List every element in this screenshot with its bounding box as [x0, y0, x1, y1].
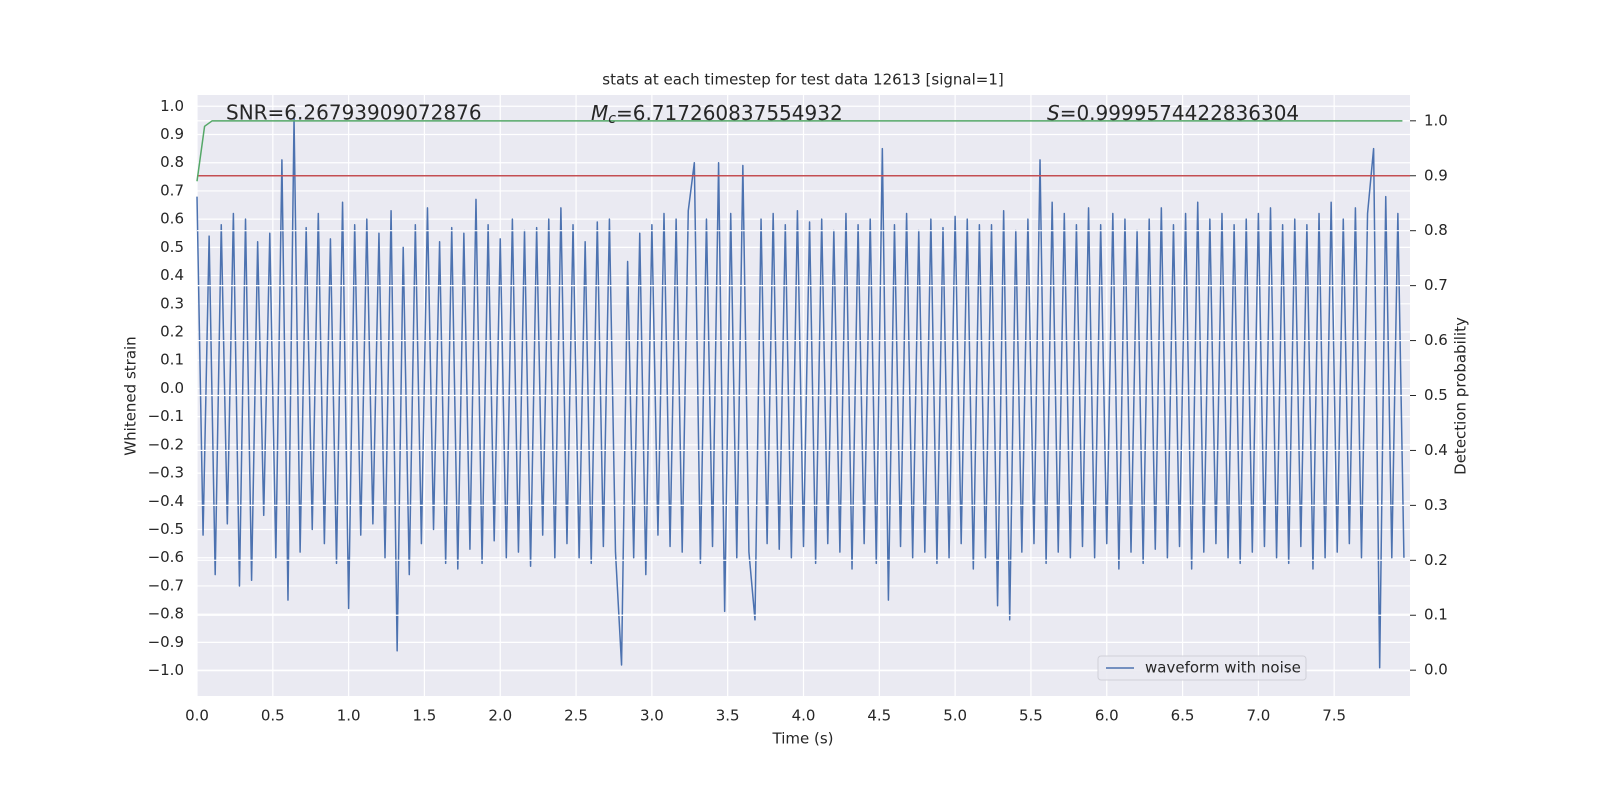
- y-tick-label: 0.9: [160, 125, 184, 143]
- x-tick-label: 4.0: [792, 707, 816, 725]
- chart-title: stats at each timestep for test data 126…: [602, 71, 1003, 89]
- x-axis-label: Time (s): [772, 730, 834, 748]
- x-tick-label: 2.5: [564, 707, 588, 725]
- probability-line: [196, 120, 1403, 182]
- y-tick-label: −0.3: [148, 464, 184, 482]
- y-tick-label: −0.7: [148, 576, 184, 594]
- x-tick-label: 1.5: [413, 707, 437, 725]
- x-tick-label: 3.5: [716, 707, 740, 725]
- y2-tick-label: 0.0: [1424, 661, 1448, 679]
- y2-tick-label: 0.7: [1424, 276, 1448, 294]
- y-tick-label: −0.6: [148, 548, 184, 566]
- annotation: Mc=6.717260837554932: [591, 101, 843, 128]
- legend: waveform with noise: [1097, 655, 1307, 681]
- y-tick-label: −0.2: [148, 435, 184, 453]
- x-tick-label: 6.0: [1095, 707, 1119, 725]
- y-tick-label: 0.7: [160, 181, 184, 199]
- y-tick-label: −1.0: [148, 661, 184, 679]
- annotation-symbol: M: [591, 101, 608, 125]
- legend-box: [1097, 655, 1307, 681]
- y2-tick-label: 0.6: [1424, 331, 1448, 349]
- x-tick-label: 2.0: [488, 707, 512, 725]
- annotation: SNR=6.26793909072876: [226, 101, 482, 125]
- y-axis-label: Whitened strain: [122, 336, 140, 455]
- waveform-line: [196, 116, 1405, 669]
- x-tick-label: 7.0: [1246, 707, 1270, 725]
- y-tick-label: −0.4: [148, 492, 184, 510]
- y2-tick-label: 0.2: [1424, 551, 1448, 569]
- x-tick-label: 7.5: [1322, 707, 1346, 725]
- y-tick-label: 0.0: [160, 379, 184, 397]
- x-tick-label: 3.0: [640, 707, 664, 725]
- y2-tick-label: 0.3: [1424, 496, 1448, 514]
- y-tick-label: 1.0: [160, 97, 184, 115]
- y2-tick-label: 0.5: [1424, 386, 1448, 404]
- y2-tick-label: 1.0: [1424, 111, 1448, 129]
- y-tick-label: −0.8: [148, 605, 184, 623]
- y2-tick-label: 0.9: [1424, 166, 1448, 184]
- y-tick-label: 0.4: [160, 266, 184, 284]
- x-tick-label: 5.5: [1019, 707, 1043, 725]
- y-tick-label: 0.6: [160, 210, 184, 228]
- y-tick-label: 0.3: [160, 294, 184, 312]
- x-tick-label: 0.0: [185, 707, 209, 725]
- legend-label: waveform with noise: [1145, 659, 1301, 677]
- y-tick-label: 0.2: [160, 323, 184, 341]
- y-tick-label: 0.8: [160, 153, 184, 171]
- y2-tick-label: 0.1: [1424, 606, 1448, 624]
- y-tick-label: 0.5: [160, 238, 184, 256]
- y-tick-label: −0.5: [148, 520, 184, 538]
- annotation-text: =6.717260837554932: [616, 101, 843, 125]
- annotation-text: =0.9999574422836304: [1060, 101, 1299, 125]
- over-layer: [196, 120, 1410, 671]
- x-tick-label: 5.0: [943, 707, 967, 725]
- y-tick-label: −0.9: [148, 633, 184, 651]
- y2-tick-label: 0.8: [1424, 221, 1448, 239]
- x-tick-label: 4.5: [867, 707, 891, 725]
- y2-axis-label: Detection probability: [1452, 317, 1470, 475]
- x-tick-label: 0.5: [261, 707, 285, 725]
- y2-tick-label: 0.4: [1424, 441, 1448, 459]
- annotation-subscript: c: [608, 111, 616, 127]
- y-tick-label: −0.1: [148, 407, 184, 425]
- annotation: S=0.9999574422836304: [1047, 101, 1299, 125]
- annotation-symbol: S: [1047, 101, 1060, 125]
- x-tick-label: 1.0: [337, 707, 361, 725]
- y-tick-label: 0.1: [160, 351, 184, 369]
- x-tick-label: 6.5: [1171, 707, 1195, 725]
